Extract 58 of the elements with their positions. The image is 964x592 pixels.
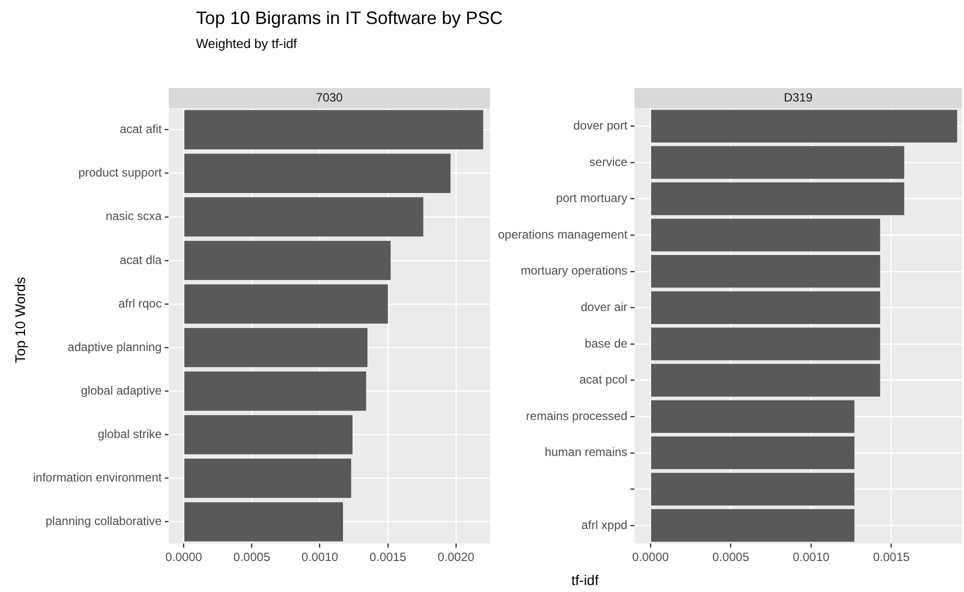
bar bbox=[651, 472, 854, 506]
bar bbox=[651, 436, 854, 470]
y-tick-label: dover port bbox=[573, 118, 628, 132]
bar bbox=[651, 255, 880, 288]
bar bbox=[184, 415, 353, 454]
y-tick-label: nasic scxa bbox=[106, 209, 162, 224]
bar bbox=[651, 400, 854, 433]
y-tick-label: operations management bbox=[498, 227, 628, 242]
x-tick-label: 0.0000 bbox=[165, 550, 202, 564]
y-tick-label: acat pcol bbox=[579, 372, 628, 387]
bar bbox=[184, 240, 391, 280]
x-tick-label: 0.0015 bbox=[370, 550, 407, 564]
y-tick-label: afrl xppd bbox=[581, 518, 628, 532]
bar bbox=[184, 154, 451, 193]
x-tick-label: 0.0010 bbox=[301, 550, 339, 564]
y-tick-label: service bbox=[589, 154, 628, 169]
chart-title: 7030 bbox=[316, 90, 344, 104]
y-tick-label: remains processed bbox=[526, 408, 628, 423]
y-tick-label: mortuary operations bbox=[520, 264, 628, 278]
bar bbox=[184, 328, 368, 368]
y-tick-label: acat afit bbox=[120, 122, 162, 136]
bar bbox=[651, 146, 904, 179]
y-tick-label: information environment bbox=[32, 470, 162, 485]
bar bbox=[651, 291, 880, 324]
y-axis-title: Top 10 Words bbox=[12, 276, 28, 364]
y-tick-label: afrl rqoc bbox=[118, 296, 162, 310]
bar bbox=[651, 110, 958, 142]
x-tick-label: 0.0000 bbox=[632, 550, 670, 564]
y-tick-label: base de bbox=[584, 336, 628, 350]
x-axis-title: tf-idf bbox=[571, 572, 599, 588]
bar bbox=[184, 502, 343, 542]
bar bbox=[184, 197, 424, 236]
x-tick-label: 0.0005 bbox=[233, 550, 270, 564]
bar bbox=[184, 458, 352, 498]
bar bbox=[651, 364, 880, 397]
bar bbox=[184, 284, 388, 324]
y-tick-label: planning collaborative bbox=[46, 514, 162, 528]
y-tick-label: global adaptive bbox=[80, 383, 162, 398]
y-tick-label: product support bbox=[78, 166, 162, 180]
x-tick-label: 0.0010 bbox=[792, 550, 830, 564]
x-tick-label: 0.0005 bbox=[712, 550, 750, 564]
text: Top 10 Bigrams in IT Software by PSC bbox=[196, 8, 503, 29]
bar bbox=[184, 110, 484, 150]
y-tick-label: human remains bbox=[544, 445, 628, 460]
y-tick-label: dover air bbox=[580, 300, 628, 314]
x-tick-label: 0.0020 bbox=[438, 550, 475, 564]
bar bbox=[184, 372, 366, 411]
y-tick-label: port mortuary bbox=[556, 191, 628, 206]
bar bbox=[651, 328, 880, 360]
y-tick-label: adaptive planning bbox=[68, 340, 162, 354]
bar bbox=[651, 509, 854, 542]
y-tick-label: global strike bbox=[98, 427, 162, 442]
x-tick-label: 0.0015 bbox=[872, 550, 910, 564]
bar bbox=[651, 218, 880, 252]
bar bbox=[651, 182, 904, 216]
chart-title: D319 bbox=[784, 90, 813, 104]
text: Weighted by tf-idf bbox=[196, 36, 297, 51]
y-tick-label: acat dla bbox=[120, 252, 162, 267]
